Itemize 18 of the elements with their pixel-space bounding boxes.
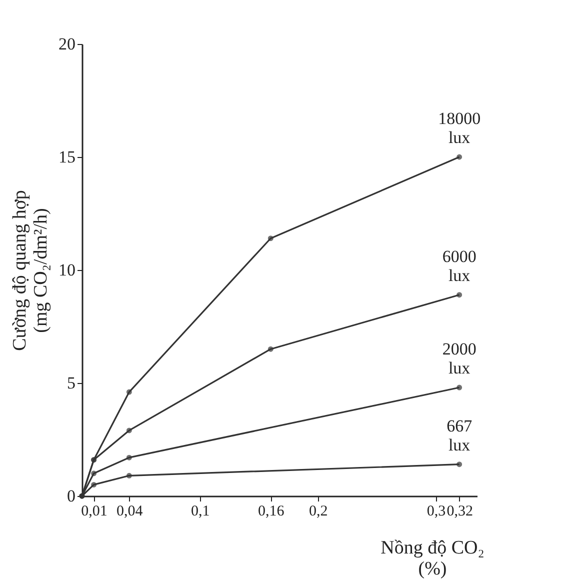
x-tick-label: 0,32 [446,504,473,520]
y-tick-label: 5 [67,374,76,392]
y-tick-label: 0 [67,486,76,506]
series-label: 18000 lux [438,109,481,147]
y-axis-title: Cường độ quang hợp (mg CO₂/dm²/h) [10,190,52,351]
x-tick-label: 0,16 [258,504,285,520]
x-tick-label: 0,04 [116,504,144,520]
series-label: 667 lux [446,416,473,454]
x-tick-label: 0,3 [426,504,446,520]
x-axis-title: Nồng độ CO₂ (%) [380,538,484,580]
y-tick-label: 15 [58,148,76,166]
series-label: 6000 lux [442,246,476,285]
x-tick-label: 0,01 [81,504,108,520]
y-tick-label: 20 [58,34,76,54]
x-tick-label: 0,2 [308,504,328,520]
x-tick-label: 0,1 [191,504,210,520]
y-tick-label: 10 [58,260,76,280]
series-label: 2000 lux [442,340,476,378]
